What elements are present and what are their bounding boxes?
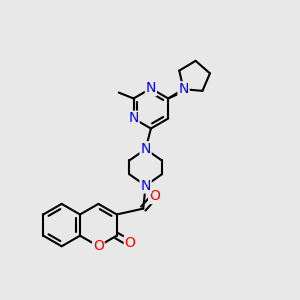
Text: O: O: [124, 236, 135, 250]
Text: O: O: [93, 239, 104, 253]
Text: N: N: [140, 142, 151, 156]
Text: N: N: [146, 82, 156, 95]
Text: O: O: [149, 189, 160, 203]
Text: N: N: [128, 112, 139, 125]
Text: N: N: [178, 82, 189, 96]
Text: N: N: [140, 178, 151, 193]
